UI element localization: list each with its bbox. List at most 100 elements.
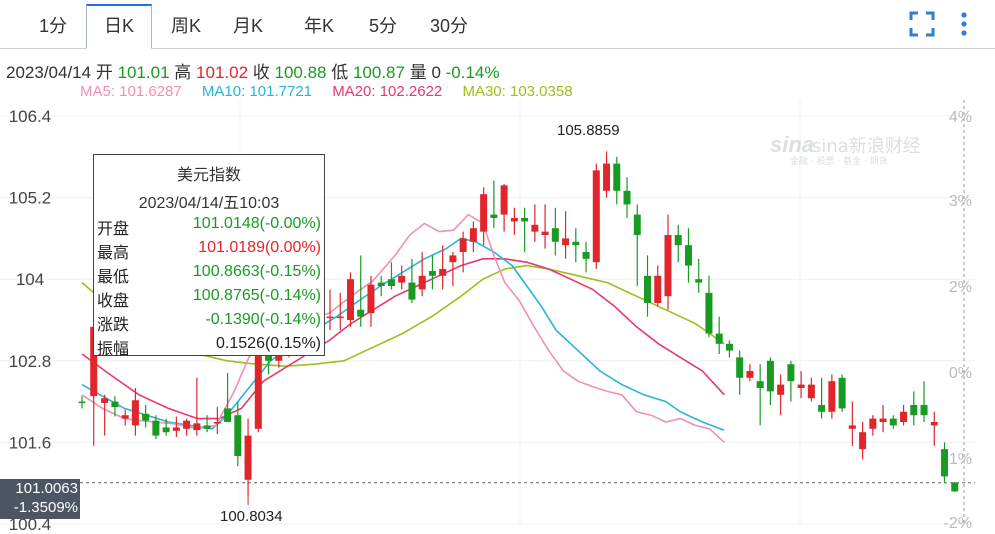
fullscreen-icon[interactable] bbox=[908, 10, 936, 38]
candle-body bbox=[500, 185, 508, 215]
close-label: 收 bbox=[252, 63, 270, 82]
candle-body bbox=[183, 420, 191, 429]
candle-body bbox=[838, 377, 846, 409]
candle bbox=[900, 405, 908, 426]
tooltip-label: 涨跌 bbox=[97, 317, 130, 334]
tab-5min[interactable]: 5分 bbox=[368, 16, 397, 36]
volume-label: 量 bbox=[409, 63, 427, 82]
candle-body bbox=[787, 364, 795, 382]
candle-body bbox=[90, 326, 98, 397]
candle bbox=[695, 258, 703, 293]
candle-body bbox=[644, 275, 652, 303]
candle-body bbox=[480, 194, 488, 232]
candle bbox=[326, 289, 334, 331]
y-tick-label: 101.6 bbox=[9, 433, 52, 452]
candle bbox=[121, 409, 129, 426]
candle-body bbox=[336, 316, 344, 319]
candle bbox=[418, 252, 426, 297]
tab-weekly-k[interactable]: 周K bbox=[170, 16, 201, 36]
tooltip-row-low: 最低 100.8663(-0.15%) bbox=[97, 263, 321, 287]
candle-body bbox=[623, 190, 631, 205]
open-label: 开 bbox=[95, 63, 113, 82]
candle-body bbox=[951, 482, 959, 492]
candle-body bbox=[613, 163, 621, 191]
candle bbox=[510, 207, 518, 235]
candle-body bbox=[111, 401, 119, 408]
candle bbox=[674, 224, 682, 263]
candle-body bbox=[715, 333, 723, 344]
candle bbox=[152, 415, 160, 439]
y-axis: 106.4 105.2 104 102.8 101.6 100.4 bbox=[9, 107, 52, 534]
pct-tick-label: -1% bbox=[944, 451, 972, 468]
candle bbox=[101, 394, 109, 436]
tooltip-value: 0.1526(0.15%) bbox=[216, 335, 321, 352]
tooltip-value: 100.8663(-0.15%) bbox=[192, 263, 321, 280]
candle bbox=[162, 418, 170, 436]
candle-body bbox=[510, 218, 518, 222]
tooltip-row-change: 涨跌 -0.1390(-0.14%) bbox=[97, 311, 321, 335]
candle-body bbox=[746, 371, 754, 378]
candle-body bbox=[807, 384, 815, 399]
tab-monthly-k[interactable]: 月K bbox=[232, 16, 263, 36]
candle bbox=[500, 184, 508, 232]
tooltip-datetime: 2023/04/14/五10:03 bbox=[138, 195, 280, 212]
period-tabs: 1分 日K 周K 月K 年K 5分 30分 bbox=[0, 0, 995, 49]
ohlc-tooltip: 美元指数 2023/04/14/五10:03 开盘 101.0148(-0.00… bbox=[93, 154, 325, 358]
candle-body bbox=[408, 282, 416, 300]
candle-body bbox=[254, 313, 262, 429]
candle bbox=[480, 187, 488, 246]
tab-30min[interactable]: 30分 bbox=[429, 16, 469, 36]
candle bbox=[521, 207, 529, 252]
candle bbox=[203, 415, 211, 433]
candle bbox=[193, 377, 201, 436]
y-tick-label: 104 bbox=[16, 270, 44, 289]
candle bbox=[818, 377, 826, 419]
candle-body bbox=[131, 400, 139, 426]
annotations: 105.8859 100.8034 bbox=[220, 122, 620, 525]
tooltip-row-close: 收盘 100.8765(-0.14%) bbox=[97, 287, 321, 311]
candle bbox=[664, 214, 672, 310]
candle bbox=[828, 374, 836, 419]
candle bbox=[725, 340, 733, 358]
candle bbox=[551, 207, 559, 256]
more-vertical-icon[interactable] bbox=[952, 10, 976, 38]
candle bbox=[705, 275, 713, 337]
candle bbox=[234, 401, 242, 467]
tooltip-title: 美元指数 bbox=[176, 167, 241, 184]
candle-body bbox=[859, 432, 867, 450]
tooltip-row-high: 最高 101.0189(0.00%) bbox=[97, 239, 321, 263]
candle-body bbox=[377, 282, 385, 286]
tooltip-row-open: 开盘 101.0148(-0.00%) bbox=[97, 215, 321, 239]
high-value: 101.02 bbox=[196, 63, 249, 82]
candle bbox=[603, 151, 611, 198]
ma20-legend: MA20: 102.2622 bbox=[332, 83, 443, 100]
candle-body bbox=[705, 292, 713, 334]
svg-text:sina: sina bbox=[770, 132, 814, 157]
candle bbox=[531, 204, 539, 242]
watermark-brand: sina新浪财经 bbox=[812, 136, 921, 157]
quote-info-line: 2023/04/14 开 101.01 高 101.02 收 100.88 低 … bbox=[6, 58, 500, 83]
ma5-line bbox=[81, 213, 725, 443]
candle bbox=[336, 292, 344, 331]
candle bbox=[613, 156, 621, 205]
candle-body bbox=[469, 228, 477, 242]
change-pct: -0.14% bbox=[445, 63, 500, 82]
y-tick-label: 106.4 bbox=[9, 107, 52, 126]
tooltip-label: 开盘 bbox=[97, 221, 130, 238]
candle bbox=[807, 377, 815, 402]
candle-body bbox=[603, 163, 611, 191]
tab-1min[interactable]: 1分 bbox=[38, 16, 67, 36]
tab-yearly-k[interactable]: 年K bbox=[303, 16, 334, 36]
tab-daily-k[interactable]: 日K bbox=[86, 4, 152, 49]
candle bbox=[592, 163, 600, 269]
candle-body bbox=[203, 425, 211, 429]
candle-body bbox=[664, 235, 672, 297]
quote-date: 2023/04/14 bbox=[6, 63, 92, 82]
high-label: 高 bbox=[174, 63, 192, 82]
candle-body bbox=[367, 284, 375, 314]
tooltip-value: -0.1390(-0.14%) bbox=[205, 311, 321, 328]
candle bbox=[367, 275, 375, 327]
candle bbox=[398, 265, 406, 290]
candle-body bbox=[879, 418, 887, 422]
